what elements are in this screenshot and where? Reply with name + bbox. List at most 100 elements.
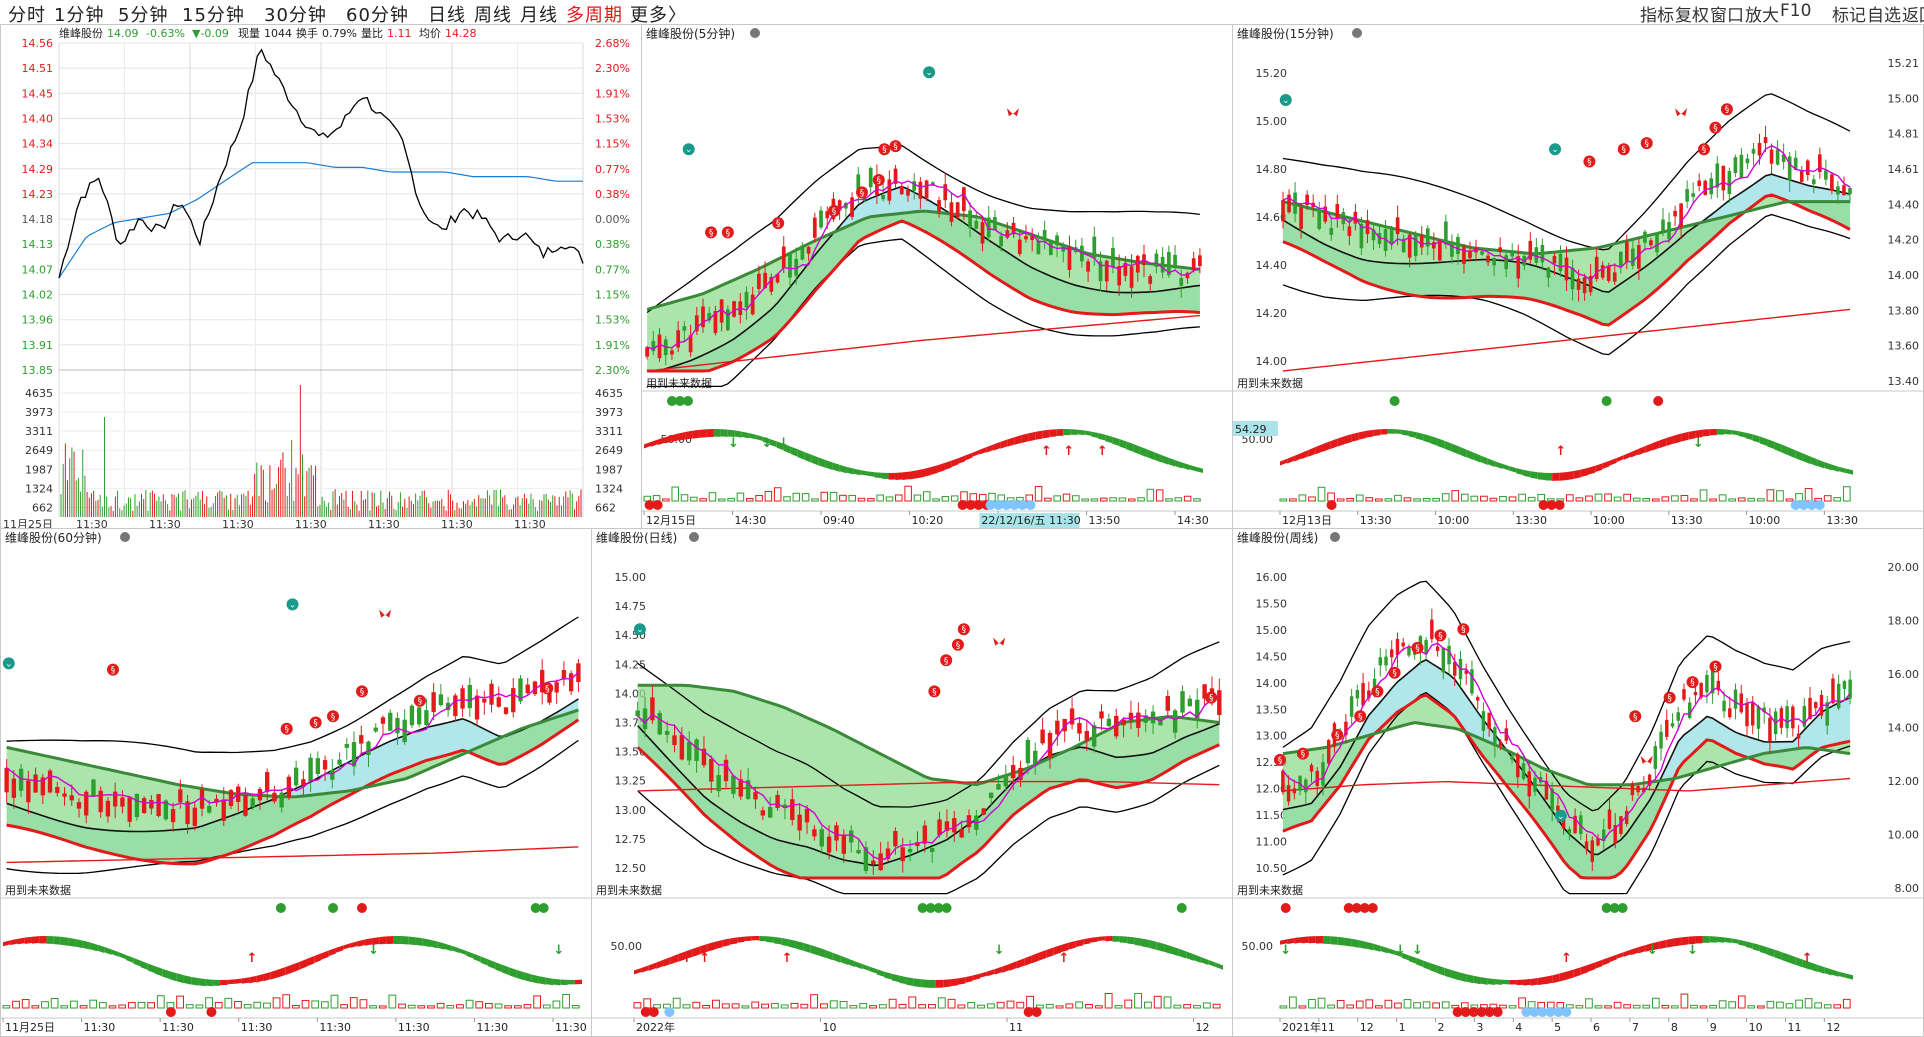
- tab-period[interactable]: 分时: [8, 5, 46, 26]
- tab-period[interactable]: 更多〉: [630, 5, 687, 26]
- tab-period[interactable]: 30分钟: [264, 5, 327, 26]
- candle: [1323, 206, 1328, 222]
- signal-dot-icon: [165, 1007, 176, 1017]
- signal-dot-icon: [1484, 1007, 1495, 1017]
- indicator-wave: [993, 441, 1001, 451]
- candle: [1516, 256, 1521, 279]
- indicator-wave: [650, 439, 658, 447]
- toolbar-button[interactable]: 自选: [1867, 6, 1901, 26]
- toolbar-button[interactable]: 窗口: [1710, 6, 1744, 26]
- histogram-box: [475, 1001, 484, 1009]
- tab-period[interactable]: 5分钟: [118, 5, 169, 26]
- candle: [1625, 242, 1629, 263]
- indicator-wave: [1134, 937, 1143, 947]
- panel-daily[interactable]: 维峰股份(日线) 用到未来数据 15.00 14.75 14.50 14.25 14.00 1…: [591, 528, 1234, 1037]
- candle: [806, 246, 811, 254]
- price-tick: 14.25: [615, 658, 647, 671]
- time-tick: 13:50: [1089, 514, 1121, 527]
- candle: [1769, 149, 1774, 164]
- toolbar-button[interactable]: 返回: [1902, 6, 1924, 26]
- indicator-wave: [1112, 936, 1120, 942]
- toolbar-button[interactable]: 指标: [1640, 6, 1674, 26]
- histogram-box: [1623, 1004, 1631, 1009]
- buy-signal-icon: [1686, 676, 1699, 689]
- histogram-box: [1317, 997, 1326, 1009]
- indicator-wave: [1344, 937, 1352, 947]
- indicator-wave: [372, 937, 380, 945]
- tab-period[interactable]: 周线: [474, 5, 512, 26]
- toolbar-button[interactable]: 放大: [1745, 6, 1779, 26]
- panel-weekly[interactable]: 维峰股份(周线) 用到未来数据 16.00 15.50 15.00 14.50 14.00 1…: [1232, 528, 1924, 1037]
- indicator-wave: [656, 959, 664, 969]
- tab-period[interactable]: 1分钟: [54, 5, 105, 26]
- indicator-wave: [118, 952, 127, 960]
- candle: [922, 825, 928, 844]
- indicator-wave: [699, 429, 707, 438]
- ma-line-magenta: [1282, 145, 1851, 282]
- time-tick: 11:30: [398, 1021, 430, 1034]
- indicator-wave: [553, 978, 561, 986]
- future-data-note: 用到未来数据: [596, 883, 662, 897]
- histogram-box: [937, 997, 946, 1009]
- vol-tick: 3973: [25, 406, 53, 419]
- intraday-panel[interactable]: 14.56 2.68% 14.51 2.30% 14.45 1.91% 14.40 1.53%…: [0, 24, 643, 530]
- histogram-box: [427, 1005, 435, 1009]
- indicator-wave: [574, 979, 582, 985]
- tab-period[interactable]: 日线: [428, 5, 466, 26]
- header-field: 14.09: [107, 27, 139, 40]
- teal-signal-icon: [1554, 809, 1567, 822]
- long-ma: [6, 846, 579, 864]
- histogram-box: [79, 1005, 88, 1009]
- indicator-wave: [1767, 947, 1775, 957]
- candle: [84, 791, 89, 816]
- toolbar-button[interactable]: F10: [1780, 1, 1812, 21]
- toolbar-button[interactable]: 标记: [1832, 6, 1866, 26]
- vol-tick: 4635: [595, 387, 623, 400]
- signal-dot-icon: [957, 500, 968, 510]
- histogram-box: [800, 1003, 809, 1009]
- panel-60min[interactable]: 维峰股份(60分钟) 用到未来数据 ⌄ § ⌄ § § § § § § ↑ ↓ ↓ 11月25日 11:30 1…: [0, 528, 593, 1037]
- indicator-wave: [1731, 430, 1739, 436]
- candle: [1361, 683, 1365, 706]
- boll-lower: [6, 739, 579, 875]
- candle: [1067, 246, 1072, 270]
- signal-dot-icon: [925, 903, 936, 913]
- indicator-wave: [818, 457, 826, 468]
- ma-line-green: [6, 708, 579, 799]
- signal-glyph: §: [1702, 145, 1707, 155]
- candle: [1123, 262, 1128, 276]
- tab-period[interactable]: 15分钟: [182, 5, 245, 26]
- tab-period[interactable]: 60分钟: [346, 5, 409, 26]
- indicator-wave: [1154, 452, 1162, 463]
- tab-period[interactable]: 多周期: [566, 5, 623, 26]
- price-tick: 14.00: [1256, 677, 1288, 690]
- indicator-wave: [75, 938, 83, 949]
- price-tick: 14.81: [1888, 128, 1920, 141]
- indicator-wave: [1014, 435, 1022, 445]
- indicator-wave: [1595, 959, 1603, 969]
- toolbar-button[interactable]: 复权: [1675, 6, 1709, 26]
- histogram-box: [1422, 497, 1431, 502]
- header-field: 1.11: [387, 27, 412, 40]
- indicator-wave: [678, 951, 686, 962]
- price-tick: 14.00: [1888, 722, 1920, 735]
- time-tick: 10: [1749, 1021, 1763, 1034]
- histogram-box: [1432, 497, 1440, 502]
- candle: [900, 847, 905, 862]
- panel-15min[interactable]: 维峰股份(15分钟) 用到未来数据 15.20 15.00 14.80 14.60 14.4…: [1232, 24, 1924, 530]
- panel-5min[interactable]: 维峰股份(5分钟)用到未来数据50.00⌄§§§§§§§§⌄↓↓↓↑↑↑12月1…: [641, 24, 1234, 530]
- indicator-wave: [1494, 461, 1503, 469]
- indicator-wave: [1795, 957, 1803, 968]
- chart-title: 维峰股份(60分钟): [5, 530, 102, 545]
- histogram-box: [1202, 1002, 1211, 1009]
- candle: [1487, 712, 1491, 729]
- candle: [763, 272, 767, 289]
- indicator-wave: [1021, 433, 1029, 444]
- indicator-wave: [1817, 964, 1825, 974]
- candle: [1811, 179, 1816, 185]
- time-tick: 09:40: [823, 514, 855, 527]
- tab-period[interactable]: 月线: [520, 5, 558, 26]
- candle: [1762, 707, 1766, 713]
- indicator-wave: [706, 429, 714, 438]
- indicator-wave: [1616, 455, 1624, 463]
